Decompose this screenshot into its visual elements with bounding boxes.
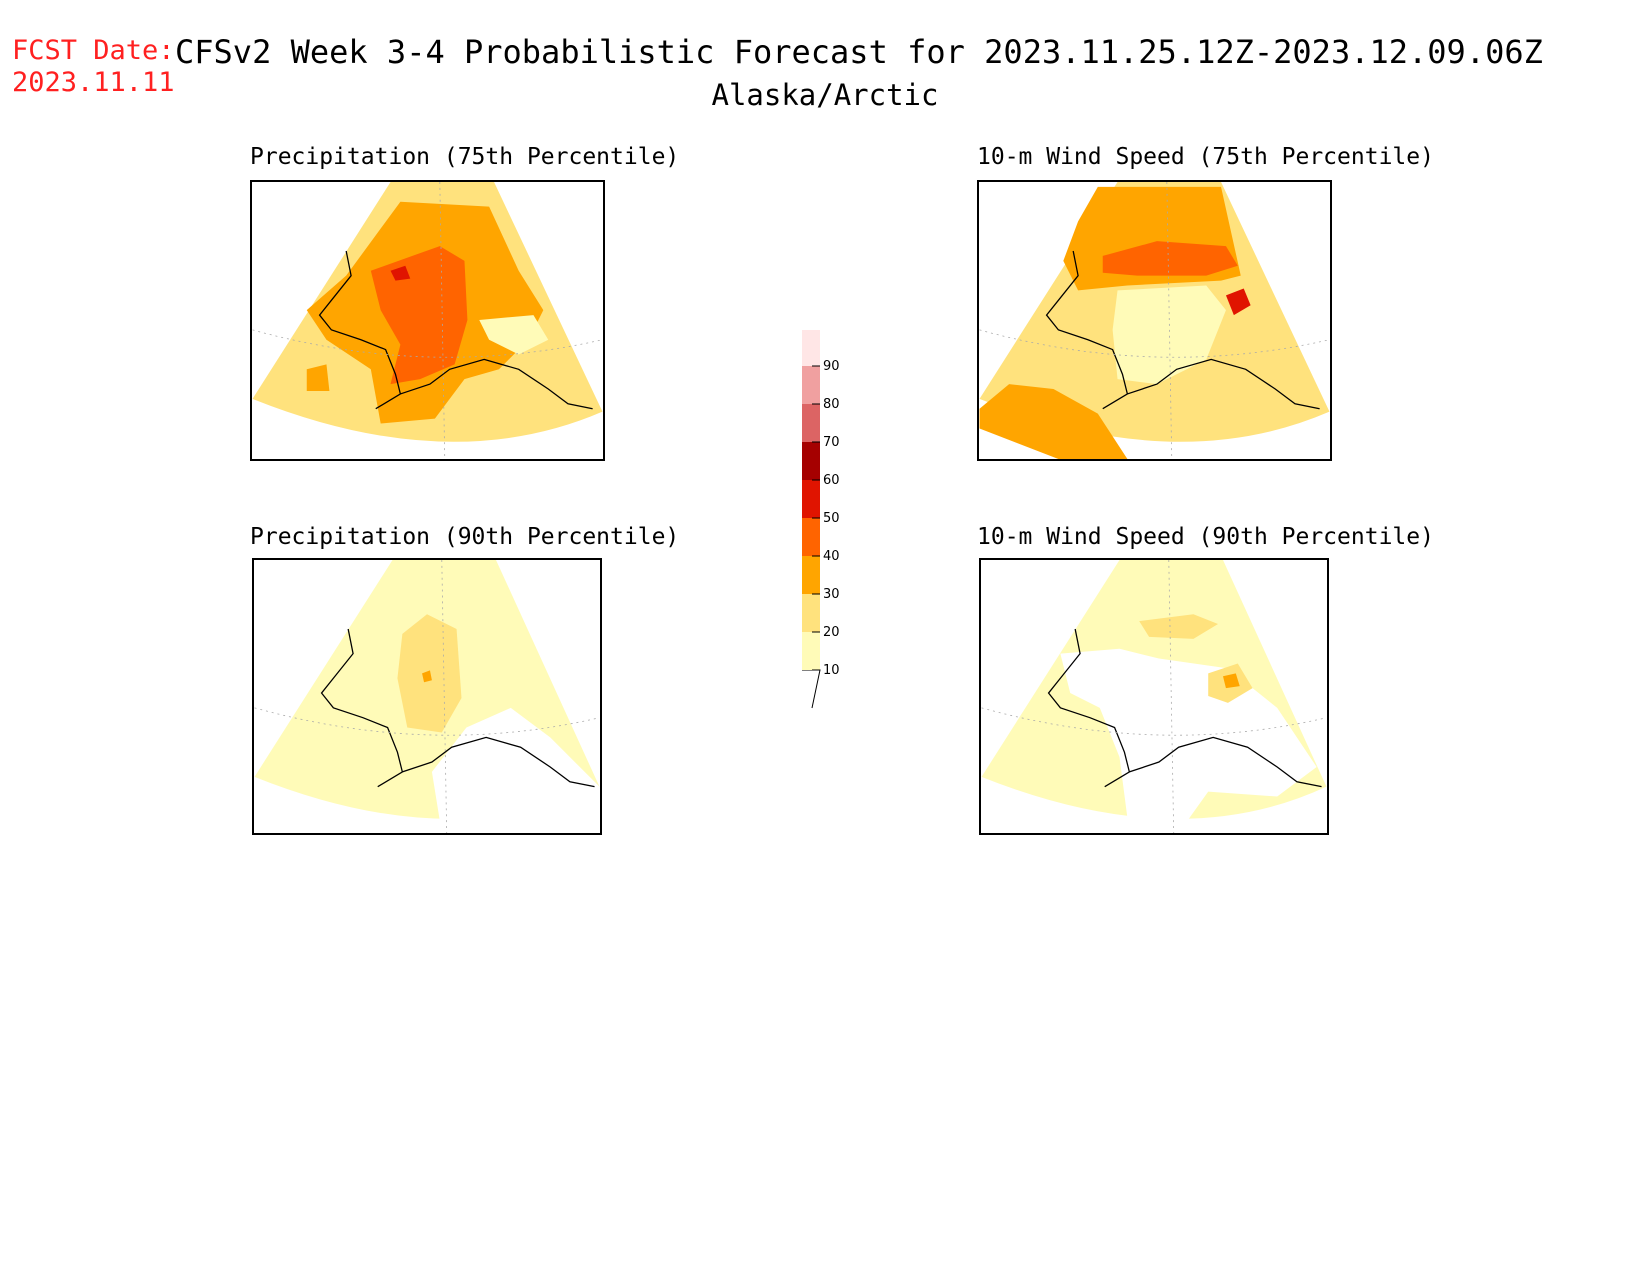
contour-10 <box>1112 285 1226 385</box>
colorbar-swatch-40 <box>802 518 820 556</box>
map-wind-75 <box>977 180 1332 461</box>
panel-title-precip-75: Precipitation (75th Percentile) <box>250 144 680 170</box>
graticule <box>979 182 1330 459</box>
graticule <box>981 560 1327 833</box>
colorbar-swatch-70 <box>802 404 820 442</box>
colorbar-label-50: 50 <box>823 511 840 526</box>
map-precip-90 <box>252 558 602 835</box>
colorbar-swatch-90 <box>802 330 820 366</box>
colorbar-swatch-60 <box>802 442 820 480</box>
blank-area <box>431 707 600 833</box>
contour-30-spot <box>1222 673 1240 689</box>
page-title: CFSv2 Week 3-4 Probabilistic Forecast fo… <box>175 33 1543 71</box>
colorbar-swatch-30 <box>802 556 820 594</box>
coastline <box>320 628 595 788</box>
colorbar-swatch-10 <box>802 632 820 670</box>
coastline <box>1047 628 1322 788</box>
coastline <box>318 250 593 410</box>
graticule <box>252 182 603 459</box>
panel-title-wind-75: 10-m Wind Speed (75th Percentile) <box>977 144 1434 170</box>
colorbar-label-40: 40 <box>823 549 840 564</box>
colorbar-tip-bottom <box>802 669 821 709</box>
contour-40 <box>1102 241 1238 276</box>
map-precip-75 <box>250 180 605 461</box>
panel-title-precip-90: Precipitation (90th Percentile) <box>250 524 680 550</box>
map-wind-90-plot <box>981 560 1327 833</box>
blank-area <box>1060 648 1317 833</box>
colorbar-label-60: 60 <box>823 473 840 488</box>
contour-30-patch <box>979 384 1128 459</box>
region-subtitle: Alaska/Arctic <box>711 78 939 112</box>
contour-50 <box>1225 288 1251 316</box>
colorbar-swatch-80 <box>802 366 820 404</box>
colorbar-label-80: 80 <box>823 397 840 412</box>
map-wind-75-plot <box>979 182 1330 459</box>
contour-20 <box>1139 614 1219 639</box>
forecast-date: 2023.11.11 <box>12 67 175 98</box>
map-precip-75-plot <box>252 182 603 459</box>
colorbar-swatch-20 <box>802 594 820 632</box>
colorbar-swatch-50 <box>802 480 820 518</box>
contour-10-patch <box>479 315 549 355</box>
contour-30-patch <box>306 364 330 391</box>
coastline <box>1045 250 1320 410</box>
map-wind-90 <box>979 558 1329 835</box>
contour-50 <box>390 265 411 281</box>
colorbar-label-30: 30 <box>823 587 840 602</box>
colorbar-label-10: 10 <box>823 663 840 678</box>
map-precip-90-plot <box>254 560 600 833</box>
colorbar-label-70: 70 <box>823 435 840 450</box>
colorbar-label-20: 20 <box>823 625 840 640</box>
contour-30-spot <box>422 670 432 683</box>
panel-title-wind-90: 10-m Wind Speed (90th Percentile) <box>977 524 1434 550</box>
colorbar: 10 20 30 40 50 60 70 80 90 <box>802 330 840 709</box>
graticule <box>254 560 600 833</box>
forecast-date-label: FCST Date: <box>12 35 175 66</box>
contour-40 <box>370 246 468 385</box>
colorbar-label-90: 90 <box>823 359 840 374</box>
